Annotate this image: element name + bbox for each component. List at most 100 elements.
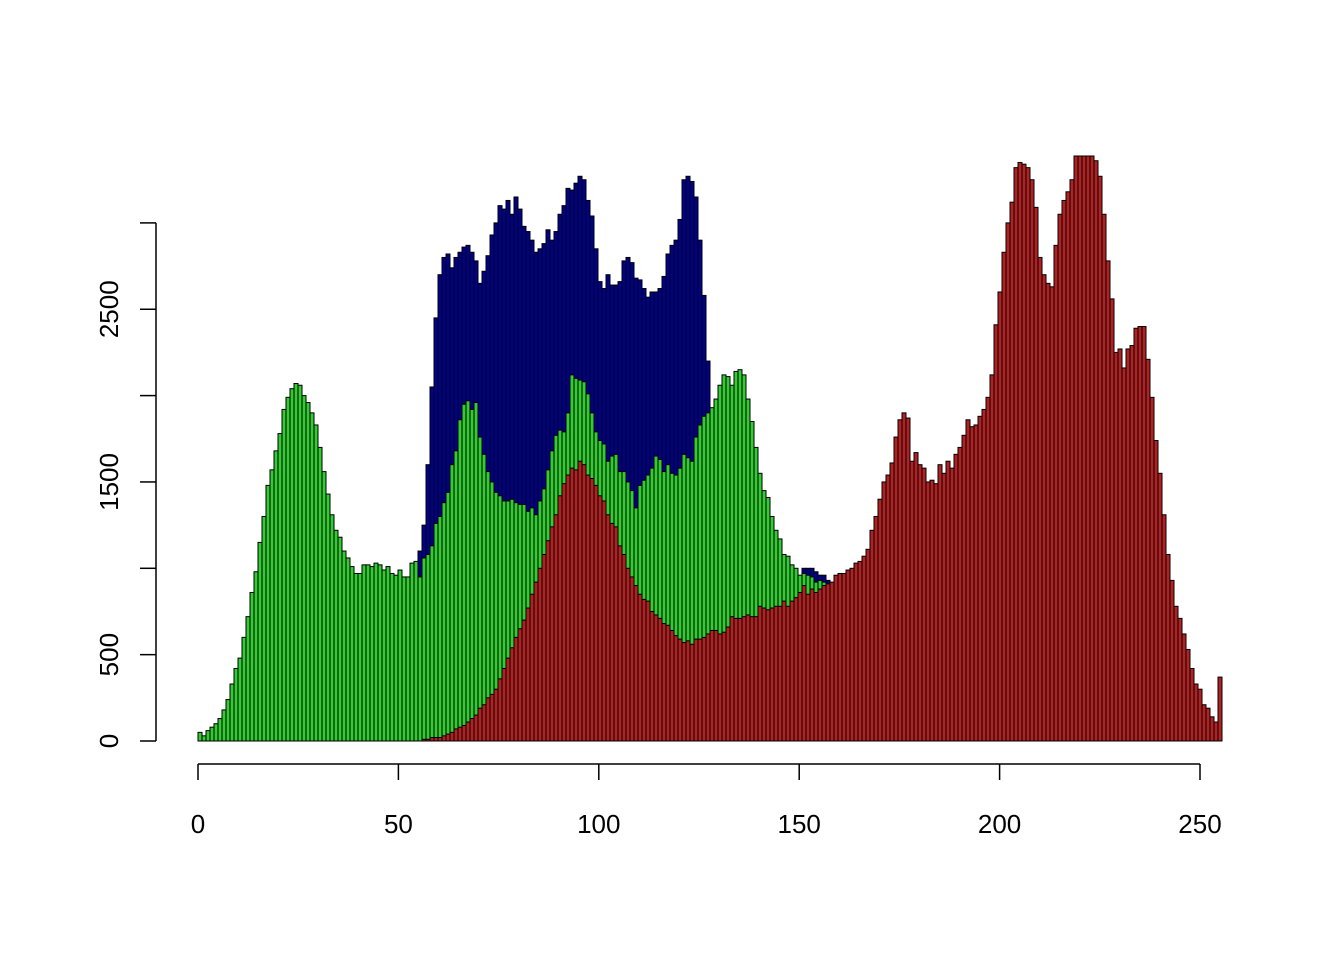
histogram-bar: [1201, 704, 1207, 742]
histogram-bar: [757, 605, 763, 742]
histogram-bar: [941, 472, 947, 742]
histogram-bar: [965, 419, 971, 742]
histogram-bar: [325, 493, 331, 742]
histogram-bar: [301, 395, 307, 742]
histogram-bar: [697, 638, 703, 742]
x-tick-label: 100: [577, 809, 620, 839]
histogram-bar: [1013, 167, 1019, 742]
histogram-bar: [345, 557, 351, 742]
histogram-bar: [913, 452, 919, 742]
histogram-bar: [825, 583, 831, 742]
histogram-bar: [809, 588, 815, 742]
histogram-bar: [393, 574, 399, 742]
histogram-bar: [445, 491, 451, 742]
histogram-bar: [921, 467, 927, 742]
histogram-bar: [945, 460, 951, 742]
x-axis: 0 50 100 150 200 250: [191, 763, 1222, 839]
histogram-bar: [605, 514, 611, 742]
histogram-bar: [381, 569, 387, 742]
histogram-bar: [1093, 160, 1099, 742]
histogram-bar: [953, 453, 959, 742]
histogram-bar: [497, 678, 503, 742]
histogram-bar: [621, 553, 627, 742]
histogram-bar: [441, 502, 447, 742]
histogram-bar: [925, 481, 931, 742]
histogram-bar: [1073, 155, 1079, 742]
histogram-bar: [433, 522, 439, 742]
histogram-bar: [505, 657, 511, 742]
histogram-bar: [773, 605, 779, 742]
histogram-bar: [761, 607, 767, 742]
histogram-bar: [353, 572, 359, 742]
histogram-bar: [205, 730, 211, 742]
histogram-bar: [253, 571, 259, 742]
histogram-bar: [417, 576, 423, 742]
histogram-bar: [1213, 721, 1219, 742]
histogram-bar: [425, 553, 431, 742]
histogram-bar: [229, 683, 235, 742]
histogram-bar: [601, 500, 607, 742]
histogram-bar: [937, 464, 943, 742]
histogram-bar: [729, 616, 735, 742]
histogram-bar: [321, 471, 327, 742]
histogram-bar: [837, 572, 843, 742]
histogram-bar: [397, 569, 403, 742]
histogram-bar: [1045, 282, 1051, 742]
histogram-bar: [897, 419, 903, 742]
histogram-bar: [1205, 707, 1211, 742]
histogram-bar: [1089, 155, 1095, 742]
histogram-bar: [669, 629, 675, 742]
histogram-bar: [1133, 327, 1139, 742]
histogram-bar: [445, 733, 451, 742]
histogram-bar: [997, 291, 1003, 742]
histogram-bar: [1137, 326, 1143, 742]
histogram-bar: [265, 484, 271, 742]
histogram-bar: [457, 419, 463, 742]
histogram-bar: [801, 585, 807, 742]
histogram-bar: [337, 536, 343, 742]
histogram-bar: [365, 564, 371, 742]
histogram-bar: [1021, 163, 1027, 742]
histogram-bar: [637, 593, 643, 742]
histogram-bar: [641, 598, 647, 742]
histogram-bar: [285, 396, 291, 742]
histogram-bar: [1177, 617, 1183, 742]
histogram-bar: [849, 567, 855, 742]
histogram-bar: [197, 731, 203, 742]
histogram-bar: [969, 426, 975, 742]
histogram-bar: [861, 555, 867, 742]
histogram-bar: [437, 515, 443, 742]
histogram-bar: [789, 600, 795, 742]
histogram-bar: [257, 541, 263, 742]
y-tick-label: 2500: [94, 280, 124, 338]
histogram-bar: [361, 564, 367, 742]
histogram-bar: [1149, 396, 1155, 742]
histogram-bar: [589, 478, 595, 742]
series-2: [421, 155, 1223, 742]
histogram-bar: [553, 514, 559, 742]
histogram-bar: [293, 383, 299, 742]
histogram-bar: [909, 460, 915, 742]
histogram-bar: [1209, 716, 1215, 742]
histogram-bar: [873, 515, 879, 742]
histogram-bar: [429, 545, 435, 742]
histogram-bar: [1061, 199, 1067, 742]
histogram-bar: [405, 576, 411, 742]
histogram-bar: [753, 616, 759, 742]
histogram-bar: [437, 737, 443, 742]
histogram-bar: [829, 581, 835, 742]
x-tick-label: 150: [778, 809, 821, 839]
histogram-bar: [1121, 367, 1127, 742]
histogram-bar: [1173, 605, 1179, 742]
histogram-bar: [665, 624, 671, 742]
histogram-bars: [197, 155, 1223, 742]
histogram-bar: [373, 562, 379, 742]
histogram-bar: [1037, 256, 1043, 742]
histogram-bar: [901, 412, 907, 742]
histogram-bar: [613, 526, 619, 742]
histogram-bar: [561, 483, 567, 742]
histogram-bar: [233, 667, 239, 742]
histogram-bar: [705, 633, 711, 742]
histogram-bar: [413, 560, 419, 742]
histogram-bar: [261, 515, 267, 742]
